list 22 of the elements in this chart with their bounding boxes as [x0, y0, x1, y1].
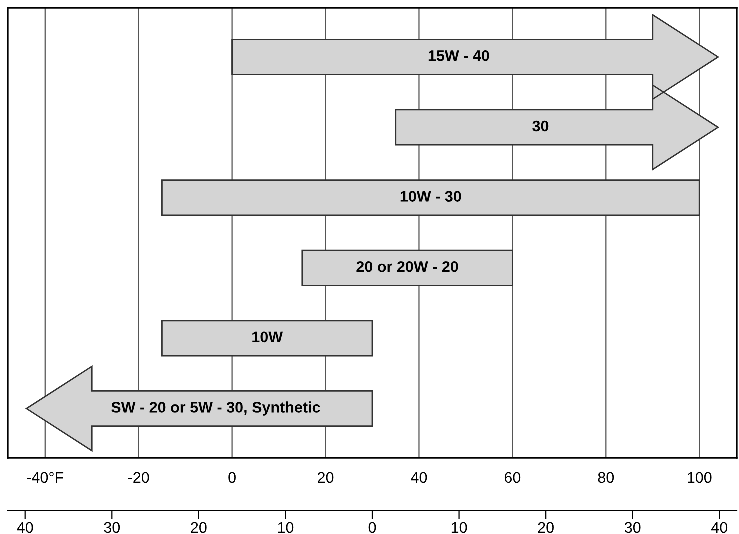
y-tick-label: 20 or 20W - 20 — [356, 261, 458, 272]
x2-tick-label: 20 — [538, 522, 554, 534]
x2-tick-label: 20 — [191, 522, 207, 534]
x-tick-label: 60 — [504, 472, 521, 484]
x-tick-label: 100 — [688, 472, 712, 484]
x-tick-label: 20 — [318, 472, 334, 484]
x2-tick-label: 0 — [368, 522, 376, 534]
y-tick-label: SW - 20 or 5W - 30, Synthetic — [112, 402, 320, 416]
x2-tick-label: 40 — [712, 522, 728, 534]
x-tick-label: 40 — [411, 472, 428, 484]
x-tick-label: -40°F — [27, 472, 64, 484]
x2-tick-label: 10 — [452, 522, 468, 534]
x-tick-label: 0 — [228, 472, 236, 484]
y-tick-label: 10W - 30 — [400, 191, 462, 202]
x-tick-label: -20 — [128, 472, 150, 484]
x2-tick-label: 30 — [104, 522, 120, 534]
x-tick-label: 80 — [598, 472, 614, 484]
x2-tick-label: 40 — [17, 522, 34, 534]
x2-tick-label: 10 — [278, 522, 294, 534]
y-tick-label: 15W - 40 — [428, 50, 490, 62]
x2-tick-label: 30 — [624, 522, 641, 534]
y-tick-label: 10W — [252, 332, 284, 343]
